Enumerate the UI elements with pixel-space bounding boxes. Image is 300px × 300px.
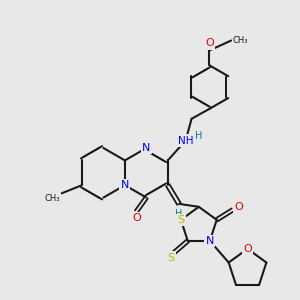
Text: N: N xyxy=(142,143,151,153)
Text: H: H xyxy=(175,209,183,219)
Text: S: S xyxy=(167,253,175,263)
Text: N: N xyxy=(206,236,214,246)
Text: S: S xyxy=(177,215,184,225)
Text: O: O xyxy=(234,202,243,212)
Text: CH₃: CH₃ xyxy=(44,194,60,203)
Text: O: O xyxy=(205,38,214,49)
Text: O: O xyxy=(132,213,141,224)
Text: H: H xyxy=(195,130,202,141)
Text: O: O xyxy=(243,244,252,254)
Text: NH: NH xyxy=(178,136,194,146)
Text: CH₃: CH₃ xyxy=(232,36,248,45)
Text: N: N xyxy=(121,180,129,190)
